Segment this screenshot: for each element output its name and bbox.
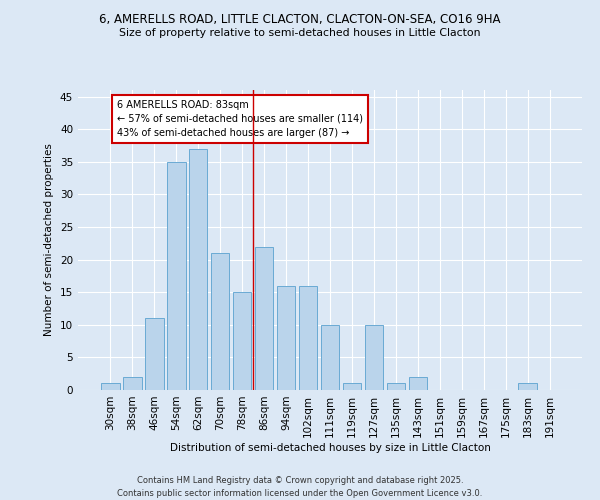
Bar xyxy=(101,384,119,390)
Bar xyxy=(320,325,340,390)
Text: Contains HM Land Registry data © Crown copyright and database right 2025.
Contai: Contains HM Land Registry data © Crown c… xyxy=(118,476,482,498)
Bar xyxy=(145,318,164,390)
Bar xyxy=(299,286,317,390)
Bar xyxy=(518,384,537,390)
Bar xyxy=(123,377,142,390)
Text: Size of property relative to semi-detached houses in Little Clacton: Size of property relative to semi-detach… xyxy=(119,28,481,38)
Y-axis label: Number of semi-detached properties: Number of semi-detached properties xyxy=(44,144,55,336)
Bar xyxy=(409,377,427,390)
Bar xyxy=(277,286,295,390)
Bar xyxy=(343,384,361,390)
Bar xyxy=(189,148,208,390)
Bar xyxy=(233,292,251,390)
Text: 6 AMERELLS ROAD: 83sqm
← 57% of semi-detached houses are smaller (114)
43% of se: 6 AMERELLS ROAD: 83sqm ← 57% of semi-det… xyxy=(117,100,363,138)
Bar xyxy=(365,325,383,390)
Bar xyxy=(211,253,229,390)
Bar xyxy=(255,246,274,390)
Bar xyxy=(386,384,405,390)
Text: 6, AMERELLS ROAD, LITTLE CLACTON, CLACTON-ON-SEA, CO16 9HA: 6, AMERELLS ROAD, LITTLE CLACTON, CLACTO… xyxy=(99,12,501,26)
Bar xyxy=(167,162,185,390)
X-axis label: Distribution of semi-detached houses by size in Little Clacton: Distribution of semi-detached houses by … xyxy=(170,442,490,452)
